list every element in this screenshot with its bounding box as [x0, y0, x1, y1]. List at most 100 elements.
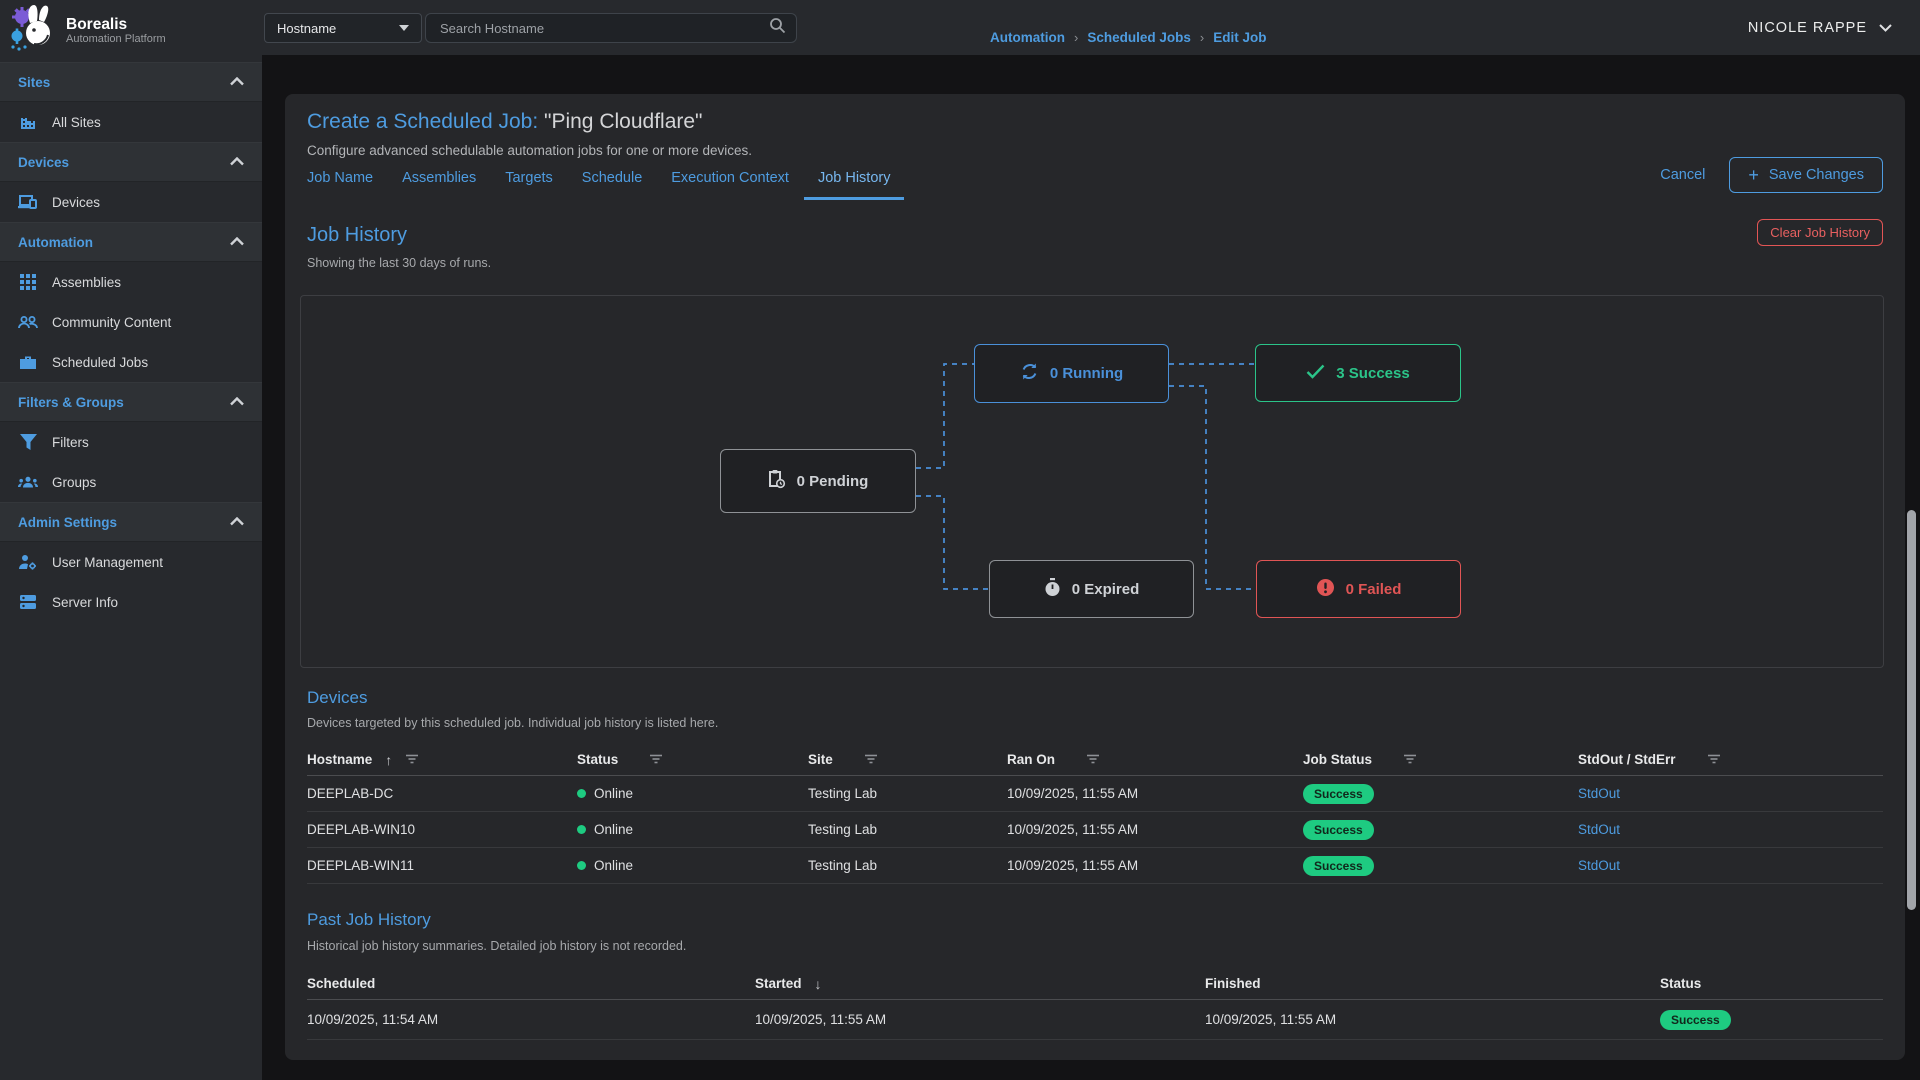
breadcrumb-scheduled-jobs[interactable]: Scheduled Jobs — [1087, 30, 1191, 45]
sidebar-item-filters[interactable]: Filters — [0, 422, 262, 462]
column-status[interactable]: Status — [1660, 976, 1883, 991]
stdout-cell: StdOut — [1578, 786, 1883, 801]
tab-schedule[interactable]: Schedule — [582, 162, 642, 200]
tab-execution-context[interactable]: Execution Context — [671, 162, 789, 200]
flow-node-success: 3 Success — [1255, 344, 1461, 402]
sidebar-nav: Sites All Sites Devices Devices — [0, 62, 262, 622]
sidebar-item-assemblies[interactable]: Assemblies — [0, 262, 262, 302]
briefcase-icon — [18, 352, 38, 372]
filter-icon[interactable] — [1086, 752, 1100, 767]
stdout-link[interactable]: StdOut — [1578, 858, 1620, 873]
breadcrumb-automation[interactable]: Automation — [990, 30, 1065, 45]
sidebar-item-devices[interactable]: Devices — [0, 182, 262, 222]
sidebar-item-server-info[interactable]: Server Info — [0, 582, 262, 622]
sidebar-section-automation[interactable]: Automation — [0, 222, 262, 262]
tab-job-history[interactable]: Job History — [804, 162, 905, 200]
status-badge: Success — [1303, 820, 1374, 840]
status-cell: Success — [1660, 1010, 1883, 1030]
ran-on-cell: 10/09/2025, 11:55 AM — [1007, 822, 1303, 837]
sidebar-section-sites[interactable]: Sites — [0, 62, 262, 102]
job-status-cell: Success — [1303, 856, 1578, 876]
scrollbar-thumb[interactable] — [1907, 510, 1916, 910]
job-history-description: Showing the last 30 days of runs. — [307, 256, 491, 270]
chevron-up-icon — [230, 513, 244, 531]
search-input[interactable] — [440, 21, 769, 36]
past-job-history-heading: Past Job History — [307, 910, 431, 930]
job-status-cell: Success — [1303, 820, 1578, 840]
filter-icon[interactable] — [1707, 752, 1721, 767]
status-cell: Online — [577, 858, 808, 873]
tab-assemblies[interactable]: Assemblies — [402, 162, 476, 200]
search-box — [425, 13, 797, 43]
breadcrumb-edit-job[interactable]: Edit Job — [1213, 30, 1266, 45]
devices-heading: Devices — [307, 688, 367, 708]
column-hostname[interactable]: Hostname ↑ — [307, 752, 577, 768]
status-badge: Success — [1660, 1010, 1731, 1030]
sidebar-section-filters-groups[interactable]: Filters & Groups — [0, 382, 262, 422]
stdout-link[interactable]: StdOut — [1578, 822, 1620, 837]
hostname-select[interactable]: Hostname — [264, 13, 422, 43]
filter-icon[interactable] — [1403, 752, 1417, 767]
chevron-up-icon — [230, 73, 244, 91]
filter-icon[interactable] — [649, 752, 663, 767]
cancel-button[interactable]: Cancel — [1660, 167, 1705, 183]
server-icon — [18, 592, 38, 612]
check-icon — [1306, 364, 1325, 383]
tab-job-name[interactable]: Job Name — [307, 162, 373, 200]
filter-icon[interactable] — [405, 752, 419, 767]
column-stdout-stderr[interactable]: StdOut / StdErr — [1578, 752, 1883, 767]
timer-icon — [1044, 578, 1061, 601]
sidebar-section-admin-settings[interactable]: Admin Settings — [0, 502, 262, 542]
breadcrumb-separator: › — [1074, 30, 1078, 45]
filter-icon[interactable] — [864, 752, 878, 767]
hostname-cell: DEEPLAB-WIN11 — [307, 858, 577, 873]
grid-icon — [18, 272, 38, 292]
user-gear-icon — [18, 552, 38, 572]
breadcrumb: Automation › Scheduled Jobs › Edit Job — [990, 30, 1266, 45]
sidebar-item-all-sites[interactable]: All Sites — [0, 102, 262, 142]
column-ran-on[interactable]: Ran On — [1007, 752, 1303, 767]
borealis-rabbit-logo-icon — [10, 3, 56, 58]
table-row[interactable]: DEEPLAB-DC Online Testing Lab 10/09/2025… — [307, 776, 1883, 812]
breadcrumb-separator: › — [1200, 30, 1204, 45]
brand-subtitle: Automation Platform — [66, 33, 166, 45]
sidebar-item-scheduled-jobs[interactable]: Scheduled Jobs — [0, 342, 262, 382]
search-icon[interactable] — [769, 17, 786, 39]
save-changes-button[interactable]: + Save Changes — [1729, 157, 1883, 193]
sidebar-section-devices[interactable]: Devices — [0, 142, 262, 182]
flow-node-failed: 0 Failed — [1256, 560, 1461, 618]
column-status[interactable]: Status — [577, 752, 808, 767]
online-dot-icon — [577, 825, 586, 834]
sidebar-item-user-management[interactable]: User Management — [0, 542, 262, 582]
table-row[interactable]: DEEPLAB-WIN11 Online Testing Lab 10/09/2… — [307, 848, 1883, 884]
devices-description: Devices targeted by this scheduled job. … — [307, 716, 718, 730]
column-job-status[interactable]: Job Status — [1303, 752, 1578, 767]
site-cell: Testing Lab — [808, 822, 1007, 837]
flow-node-pending: 0 Pending — [720, 449, 916, 513]
stdout-link[interactable]: StdOut — [1578, 786, 1620, 801]
devices-table-header: Hostname ↑ Status Site Ran On Job Status — [307, 744, 1883, 776]
job-flow-panel: 0 Pending 0 Running 3 Success 0 Expired — [300, 295, 1884, 668]
plus-icon: + — [1748, 168, 1759, 182]
sidebar-item-groups[interactable]: Groups — [0, 462, 262, 502]
table-row[interactable]: 10/09/2025, 11:54 AM 10/09/2025, 11:55 A… — [307, 1000, 1883, 1040]
building-icon — [18, 112, 38, 132]
tab-targets[interactable]: Targets — [505, 162, 553, 200]
table-row[interactable]: DEEPLAB-WIN10 Online Testing Lab 10/09/2… — [307, 812, 1883, 848]
sidebar-item-community-content[interactable]: Community Content — [0, 302, 262, 342]
column-scheduled[interactable]: Scheduled — [307, 976, 755, 991]
topbar: Hostname Automation › Scheduled Jobs › E… — [262, 0, 1920, 55]
chevron-down-icon — [1879, 19, 1892, 37]
column-site[interactable]: Site — [808, 752, 1007, 767]
sort-asc-icon: ↑ — [385, 752, 392, 768]
flow-node-running: 0 Running — [974, 344, 1169, 403]
user-menu[interactable]: NICOLE RAPPE — [1748, 0, 1892, 55]
sync-icon — [1020, 362, 1039, 385]
column-finished[interactable]: Finished — [1205, 976, 1660, 991]
laptop-icon — [18, 192, 38, 212]
clear-job-history-button[interactable]: Clear Job History — [1757, 219, 1883, 246]
status-badge: Success — [1303, 856, 1374, 876]
column-started[interactable]: Started ↓ — [755, 976, 1205, 992]
people-icon — [18, 312, 38, 332]
chevron-up-icon — [230, 233, 244, 251]
